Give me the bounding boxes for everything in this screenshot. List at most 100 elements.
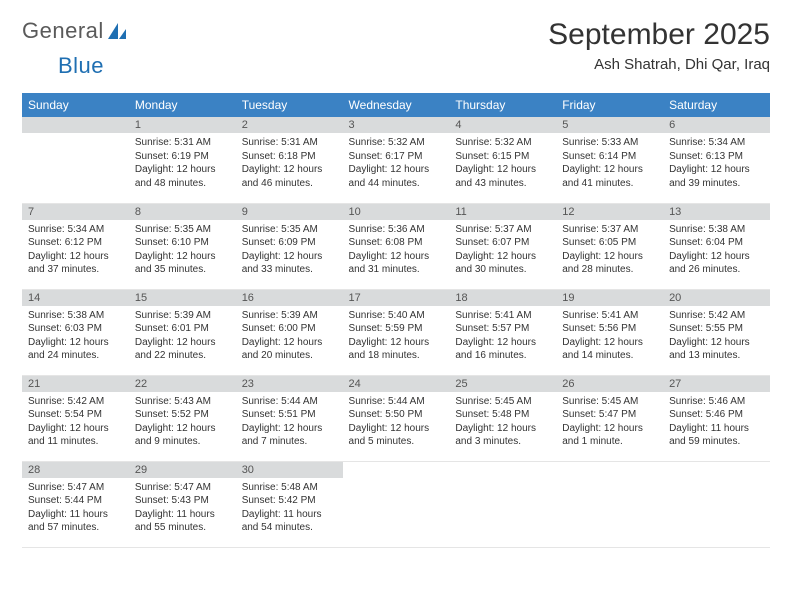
day-cell: 26Sunrise: 5:45 AMSunset: 5:47 PMDayligh… [556, 375, 663, 461]
day-body: Sunrise: 5:39 AMSunset: 6:00 PMDaylight:… [236, 306, 343, 367]
daynum-bar: 19 [556, 290, 663, 306]
logo-text-2: Blue [58, 53, 104, 78]
daynum-bar: 28 [22, 462, 129, 478]
calendar-row: 14Sunrise: 5:38 AMSunset: 6:03 PMDayligh… [22, 289, 770, 375]
daynum-bar: 6 [663, 117, 770, 133]
calendar-row: 1Sunrise: 5:31 AMSunset: 6:19 PMDaylight… [22, 117, 770, 203]
day-body: Sunrise: 5:42 AMSunset: 5:54 PMDaylight:… [22, 392, 129, 453]
daynum-bar: 7 [22, 204, 129, 220]
empty-cell [663, 461, 770, 547]
day-cell: 20Sunrise: 5:42 AMSunset: 5:55 PMDayligh… [663, 289, 770, 375]
day-body: Sunrise: 5:36 AMSunset: 6:08 PMDaylight:… [343, 220, 450, 281]
day-body: Sunrise: 5:41 AMSunset: 5:56 PMDaylight:… [556, 306, 663, 367]
day-body: Sunrise: 5:38 AMSunset: 6:03 PMDaylight:… [22, 306, 129, 367]
daynum-bar: 4 [449, 117, 556, 133]
day-cell: 12Sunrise: 5:37 AMSunset: 6:05 PMDayligh… [556, 203, 663, 289]
day-cell: 28Sunrise: 5:47 AMSunset: 5:44 PMDayligh… [22, 461, 129, 547]
day-cell: 6Sunrise: 5:34 AMSunset: 6:13 PMDaylight… [663, 117, 770, 203]
day-cell: 13Sunrise: 5:38 AMSunset: 6:04 PMDayligh… [663, 203, 770, 289]
day-cell: 18Sunrise: 5:41 AMSunset: 5:57 PMDayligh… [449, 289, 556, 375]
day-body: Sunrise: 5:45 AMSunset: 5:47 PMDaylight:… [556, 392, 663, 453]
title-block: September 2025 Ash Shatrah, Dhi Qar, Ira… [548, 18, 770, 73]
day-cell: 21Sunrise: 5:42 AMSunset: 5:54 PMDayligh… [22, 375, 129, 461]
daynum-bar: 30 [236, 462, 343, 478]
daynum-bar: 26 [556, 376, 663, 392]
daynum-bar: 15 [129, 290, 236, 306]
month-title: September 2025 [548, 18, 770, 52]
empty-cell [449, 461, 556, 547]
day-cell: 16Sunrise: 5:39 AMSunset: 6:00 PMDayligh… [236, 289, 343, 375]
day-body: Sunrise: 5:35 AMSunset: 6:10 PMDaylight:… [129, 220, 236, 281]
daynum-bar-empty [343, 462, 450, 478]
day-body: Sunrise: 5:31 AMSunset: 6:18 PMDaylight:… [236, 133, 343, 194]
day-cell: 15Sunrise: 5:39 AMSunset: 6:01 PMDayligh… [129, 289, 236, 375]
day-body: Sunrise: 5:42 AMSunset: 5:55 PMDaylight:… [663, 306, 770, 367]
day-cell: 25Sunrise: 5:45 AMSunset: 5:48 PMDayligh… [449, 375, 556, 461]
daynum-bar: 13 [663, 204, 770, 220]
day-cell: 8Sunrise: 5:35 AMSunset: 6:10 PMDaylight… [129, 203, 236, 289]
day-cell: 29Sunrise: 5:47 AMSunset: 5:43 PMDayligh… [129, 461, 236, 547]
day-body: Sunrise: 5:38 AMSunset: 6:04 PMDaylight:… [663, 220, 770, 281]
calendar-row: 7Sunrise: 5:34 AMSunset: 6:12 PMDaylight… [22, 203, 770, 289]
day-cell: 9Sunrise: 5:35 AMSunset: 6:09 PMDaylight… [236, 203, 343, 289]
daynum-bar: 8 [129, 204, 236, 220]
day-body: Sunrise: 5:32 AMSunset: 6:17 PMDaylight:… [343, 133, 450, 194]
day-body: Sunrise: 5:34 AMSunset: 6:13 PMDaylight:… [663, 133, 770, 194]
day-body: Sunrise: 5:44 AMSunset: 5:50 PMDaylight:… [343, 392, 450, 453]
daynum-bar: 23 [236, 376, 343, 392]
daynum-bar: 9 [236, 204, 343, 220]
day-cell: 11Sunrise: 5:37 AMSunset: 6:07 PMDayligh… [449, 203, 556, 289]
daynum-bar: 5 [556, 117, 663, 133]
day-body: Sunrise: 5:37 AMSunset: 6:07 PMDaylight:… [449, 220, 556, 281]
daynum-bar: 11 [449, 204, 556, 220]
day-body: Sunrise: 5:44 AMSunset: 5:51 PMDaylight:… [236, 392, 343, 453]
daynum-bar: 2 [236, 117, 343, 133]
daynum-bar: 12 [556, 204, 663, 220]
day-body: Sunrise: 5:32 AMSunset: 6:15 PMDaylight:… [449, 133, 556, 194]
calendar-table: SundayMondayTuesdayWednesdayThursdayFrid… [22, 93, 770, 548]
day-body: Sunrise: 5:43 AMSunset: 5:52 PMDaylight:… [129, 392, 236, 453]
daynum-bar: 3 [343, 117, 450, 133]
weekday-header: Tuesday [236, 93, 343, 117]
day-cell: 5Sunrise: 5:33 AMSunset: 6:14 PMDaylight… [556, 117, 663, 203]
day-body: Sunrise: 5:34 AMSunset: 6:12 PMDaylight:… [22, 220, 129, 281]
day-cell: 17Sunrise: 5:40 AMSunset: 5:59 PMDayligh… [343, 289, 450, 375]
day-cell: 7Sunrise: 5:34 AMSunset: 6:12 PMDaylight… [22, 203, 129, 289]
weekday-header: Saturday [663, 93, 770, 117]
daynum-bar: 29 [129, 462, 236, 478]
empty-cell [22, 117, 129, 203]
daynum-bar-empty [556, 462, 663, 478]
day-body: Sunrise: 5:31 AMSunset: 6:19 PMDaylight:… [129, 133, 236, 194]
logo-text-1: General [22, 18, 104, 44]
logo: General [22, 18, 130, 44]
day-body: Sunrise: 5:41 AMSunset: 5:57 PMDaylight:… [449, 306, 556, 367]
daynum-bar: 18 [449, 290, 556, 306]
calendar-body: 1Sunrise: 5:31 AMSunset: 6:19 PMDaylight… [22, 117, 770, 547]
day-cell: 19Sunrise: 5:41 AMSunset: 5:56 PMDayligh… [556, 289, 663, 375]
day-body: Sunrise: 5:47 AMSunset: 5:44 PMDaylight:… [22, 478, 129, 539]
daynum-bar: 14 [22, 290, 129, 306]
logo-sail-icon [106, 21, 128, 41]
day-body: Sunrise: 5:40 AMSunset: 5:59 PMDaylight:… [343, 306, 450, 367]
calendar-head: SundayMondayTuesdayWednesdayThursdayFrid… [22, 93, 770, 117]
daynum-bar: 17 [343, 290, 450, 306]
day-cell: 14Sunrise: 5:38 AMSunset: 6:03 PMDayligh… [22, 289, 129, 375]
daynum-bar: 10 [343, 204, 450, 220]
weekday-header: Friday [556, 93, 663, 117]
day-cell: 24Sunrise: 5:44 AMSunset: 5:50 PMDayligh… [343, 375, 450, 461]
weekday-header: Wednesday [343, 93, 450, 117]
calendar-row: 21Sunrise: 5:42 AMSunset: 5:54 PMDayligh… [22, 375, 770, 461]
day-body: Sunrise: 5:39 AMSunset: 6:01 PMDaylight:… [129, 306, 236, 367]
calendar-row: 28Sunrise: 5:47 AMSunset: 5:44 PMDayligh… [22, 461, 770, 547]
day-body: Sunrise: 5:45 AMSunset: 5:48 PMDaylight:… [449, 392, 556, 453]
day-cell: 23Sunrise: 5:44 AMSunset: 5:51 PMDayligh… [236, 375, 343, 461]
daynum-bar: 20 [663, 290, 770, 306]
daynum-bar-empty [449, 462, 556, 478]
daynum-bar: 25 [449, 376, 556, 392]
daynum-bar: 16 [236, 290, 343, 306]
day-cell: 3Sunrise: 5:32 AMSunset: 6:17 PMDaylight… [343, 117, 450, 203]
weekday-header: Thursday [449, 93, 556, 117]
calendar-page: General September 2025 Ash Shatrah, Dhi … [0, 0, 792, 548]
daynum-bar: 1 [129, 117, 236, 133]
day-cell: 27Sunrise: 5:46 AMSunset: 5:46 PMDayligh… [663, 375, 770, 461]
